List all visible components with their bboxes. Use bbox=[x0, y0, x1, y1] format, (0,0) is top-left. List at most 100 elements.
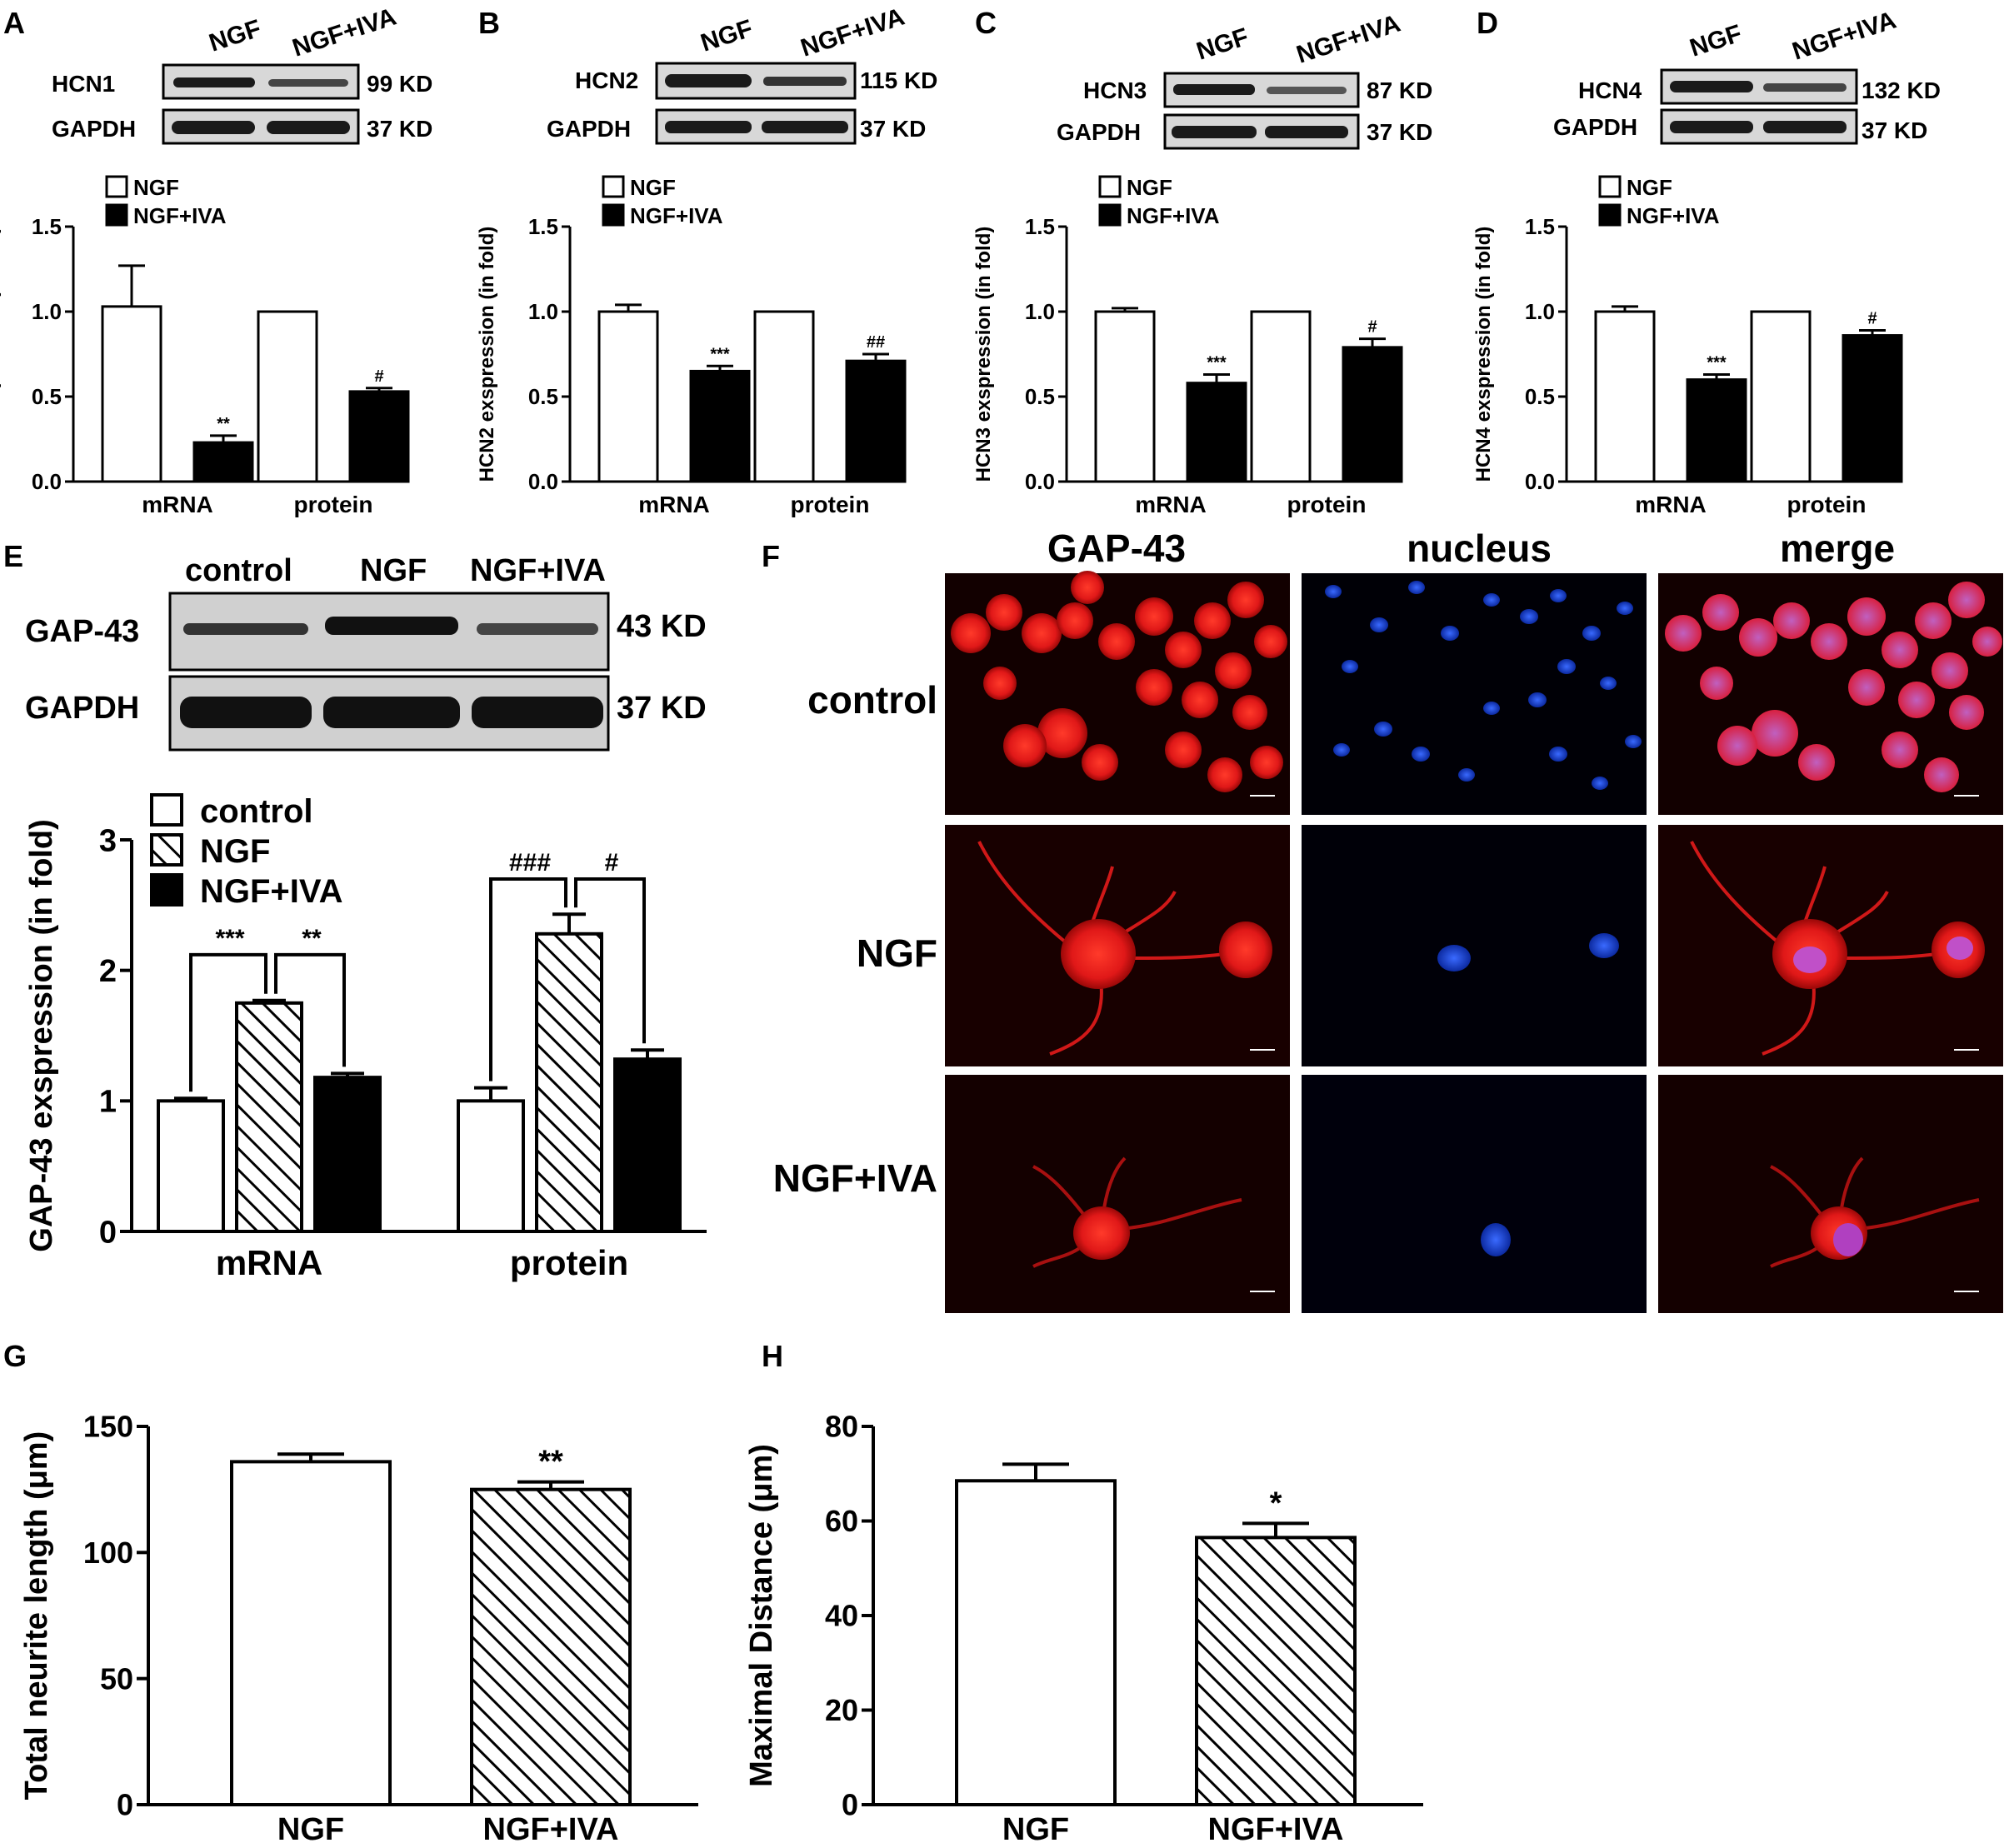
legend-swatch bbox=[1598, 175, 1622, 198]
x-category-label: mRNA bbox=[1135, 492, 1207, 517]
significance-label: # bbox=[1867, 309, 1877, 327]
bar bbox=[1094, 310, 1156, 483]
legend-label: NGF+IVA bbox=[200, 873, 343, 910]
x-category-label: protein bbox=[294, 492, 373, 517]
legend-label: NGF bbox=[630, 175, 676, 200]
bar bbox=[845, 359, 907, 483]
y-tick-label: 1 bbox=[99, 1085, 117, 1120]
y-tick-label: 0.0 bbox=[1525, 469, 1555, 494]
bar bbox=[1750, 310, 1812, 483]
row-label: HCN4 bbox=[1578, 77, 1642, 103]
panel-letter-e: E bbox=[3, 539, 23, 573]
blot-a: NGF NGF+IVA HCN1 GAPDH 99 KD 37 KD bbox=[52, 3, 432, 145]
row-label: HCN1 bbox=[52, 71, 115, 97]
panel-letter-d: D bbox=[1477, 6, 1498, 40]
y-tick-label: 50 bbox=[100, 1661, 133, 1696]
y-tick-label: 40 bbox=[825, 1599, 858, 1633]
row-label: HCN2 bbox=[575, 67, 638, 93]
size-label: 37 KD bbox=[367, 116, 432, 142]
row-label: GAPDH bbox=[1057, 119, 1141, 145]
micrograph-control-gap43 bbox=[945, 571, 1290, 815]
bar bbox=[1686, 378, 1747, 483]
y-tick-label: 0 bbox=[842, 1788, 858, 1822]
row-label: HCN3 bbox=[1083, 77, 1147, 103]
bar bbox=[613, 1057, 682, 1233]
column-header: nucleus bbox=[1407, 527, 1552, 570]
size-label: 37 KD bbox=[860, 116, 926, 142]
x-category-label: NGF bbox=[1002, 1812, 1069, 1847]
x-category-label: mRNA bbox=[1635, 492, 1707, 517]
lane-label: NGF bbox=[1193, 23, 1252, 66]
legend-swatch bbox=[602, 203, 625, 227]
size-label: 37 KD bbox=[617, 691, 707, 726]
y-tick-label: 60 bbox=[825, 1504, 858, 1538]
y-tick-label: 1.0 bbox=[1025, 299, 1055, 324]
x-category-label: mRNA bbox=[216, 1243, 322, 1282]
bar bbox=[1195, 1536, 1357, 1807]
legend-swatch bbox=[1598, 203, 1622, 227]
chart-g: 0 50 100 150 Total neurite length (μm) NGF NGF… bbox=[19, 1410, 698, 1847]
chart-d: 0.0 0.5 1.0 1.5 HCN4 exspression (in fold) mR… bbox=[1472, 175, 1903, 517]
lane-label: NGF+IVA bbox=[289, 3, 400, 62]
lane-label: NGF+IVA bbox=[1789, 7, 1900, 66]
blot-c: NGF NGF+IVA HCN3 GAPDH 87 KD 37 KD bbox=[1057, 10, 1432, 150]
significance-label: ** bbox=[302, 925, 322, 952]
micrograph-ngf-gap43 bbox=[945, 825, 1290, 1066]
size-label: 115 KD bbox=[860, 67, 937, 93]
legend-swatch bbox=[1098, 203, 1122, 227]
legend-label: NGF+IVA bbox=[1127, 203, 1220, 228]
significance-label: ## bbox=[867, 333, 885, 352]
micrograph-ngf-merge bbox=[1658, 825, 2003, 1066]
micrograph-control-nucleus bbox=[1302, 573, 1647, 815]
size-label: 87 KD bbox=[1367, 77, 1432, 103]
legend-swatch bbox=[105, 175, 128, 198]
lane-label: NGF bbox=[360, 553, 427, 588]
significance-label: ** bbox=[217, 415, 230, 433]
y-tick-label: 1.0 bbox=[528, 299, 558, 324]
row-label: GAPDH bbox=[25, 691, 139, 726]
blot-b: NGF NGF+IVA HCN2 GAPDH 115 KD 37 KD bbox=[547, 3, 937, 145]
legend-label: control bbox=[200, 793, 313, 830]
row-header: control bbox=[807, 678, 937, 722]
y-tick-label: 0.0 bbox=[32, 469, 62, 494]
significance-label: *** bbox=[215, 925, 244, 952]
micrograph-ngfiva-merge bbox=[1658, 1075, 2003, 1313]
lane-label: NGF+IVA bbox=[797, 3, 908, 62]
significance-label: ** bbox=[538, 1445, 563, 1480]
blot-e: control NGF NGF+IVA GAP-43 GAPDH 43 KD 3… bbox=[25, 553, 707, 752]
row-label: GAPDH bbox=[547, 116, 631, 142]
bar bbox=[470, 1487, 632, 1806]
micrograph-ngfiva-gap43 bbox=[945, 1075, 1290, 1313]
bar bbox=[1842, 334, 1903, 483]
bar bbox=[1342, 346, 1403, 483]
legend-label: NGF+IVA bbox=[630, 203, 723, 228]
y-tick-label: 0.5 bbox=[528, 384, 558, 409]
x-category-label: protein bbox=[791, 492, 870, 517]
significance-label: # bbox=[1367, 318, 1377, 337]
lane-label: NGF bbox=[206, 15, 264, 57]
x-category-label: protein bbox=[1287, 492, 1367, 517]
y-tick-label: 1.5 bbox=[1525, 214, 1555, 239]
row-header: NGF bbox=[857, 931, 937, 975]
legend-label: NGF bbox=[200, 833, 270, 870]
x-category-label: NGF+IVA bbox=[483, 1812, 619, 1847]
y-tick-label: 20 bbox=[825, 1693, 858, 1727]
bar bbox=[101, 305, 162, 483]
significance-label: # bbox=[374, 367, 383, 386]
bar bbox=[1186, 382, 1247, 483]
bar bbox=[689, 369, 751, 483]
bar bbox=[230, 1460, 392, 1806]
bar bbox=[535, 931, 603, 1234]
size-label: 37 KD bbox=[1367, 119, 1432, 145]
bar bbox=[157, 1099, 225, 1234]
y-tick-label: 150 bbox=[83, 1410, 133, 1444]
y-tick-label: 100 bbox=[83, 1536, 133, 1570]
x-category-label: protein bbox=[1787, 492, 1867, 517]
significance-bracket bbox=[574, 877, 646, 1044]
row-header: NGF+IVA bbox=[773, 1156, 937, 1200]
panel-letter-g: G bbox=[3, 1339, 27, 1373]
y-axis-label: Total neurite length (μm) bbox=[19, 1431, 54, 1801]
lane-label: NGF bbox=[1687, 20, 1745, 62]
chart-h: 0 20 40 60 80 Maximal Distance (μm) NGF NGF+IVA… bbox=[744, 1410, 1423, 1847]
significance-label: *** bbox=[1707, 353, 1727, 372]
